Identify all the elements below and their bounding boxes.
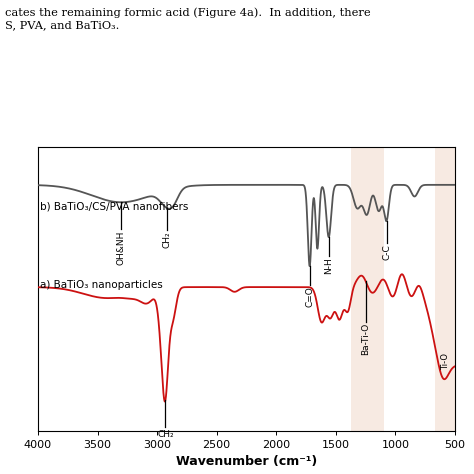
Text: S, PVA, and BaTiO₃.: S, PVA, and BaTiO₃. [5,20,119,30]
Text: cates the remaining formic acid (Figure 4a).  In addition, there: cates the remaining formic acid (Figure … [5,7,370,18]
X-axis label: Wavenumber (cm⁻¹): Wavenumber (cm⁻¹) [176,455,317,467]
Text: C-C: C-C [382,244,391,260]
Bar [351,147,383,431]
Bar [435,147,455,431]
Text: C=O: C=O [305,286,314,307]
Text: CH₂: CH₂ [162,231,171,247]
Text: a) BaTiO₃ nanoparticles: a) BaTiO₃ nanoparticles [40,281,163,291]
Text: Ti-O: Ti-O [441,354,450,370]
Text: CH₂: CH₂ [157,430,174,439]
Text: N-H: N-H [324,257,333,274]
Text: OH&NH: OH&NH [117,231,126,265]
Text: Ba-Ti-O: Ba-Ti-O [361,323,370,356]
Text: b) BaTiO₃/CS/PVA nanofibers: b) BaTiO₃/CS/PVA nanofibers [40,202,189,212]
